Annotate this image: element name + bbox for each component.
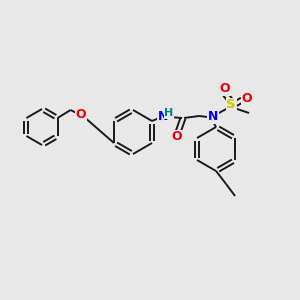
- Text: H: H: [164, 108, 174, 118]
- Text: O: O: [172, 130, 182, 143]
- Text: S: S: [226, 98, 236, 112]
- Text: O: O: [220, 82, 230, 95]
- Text: O: O: [242, 92, 252, 104]
- Text: N: N: [158, 110, 168, 122]
- Text: N: N: [208, 110, 218, 124]
- Text: O: O: [75, 109, 86, 122]
